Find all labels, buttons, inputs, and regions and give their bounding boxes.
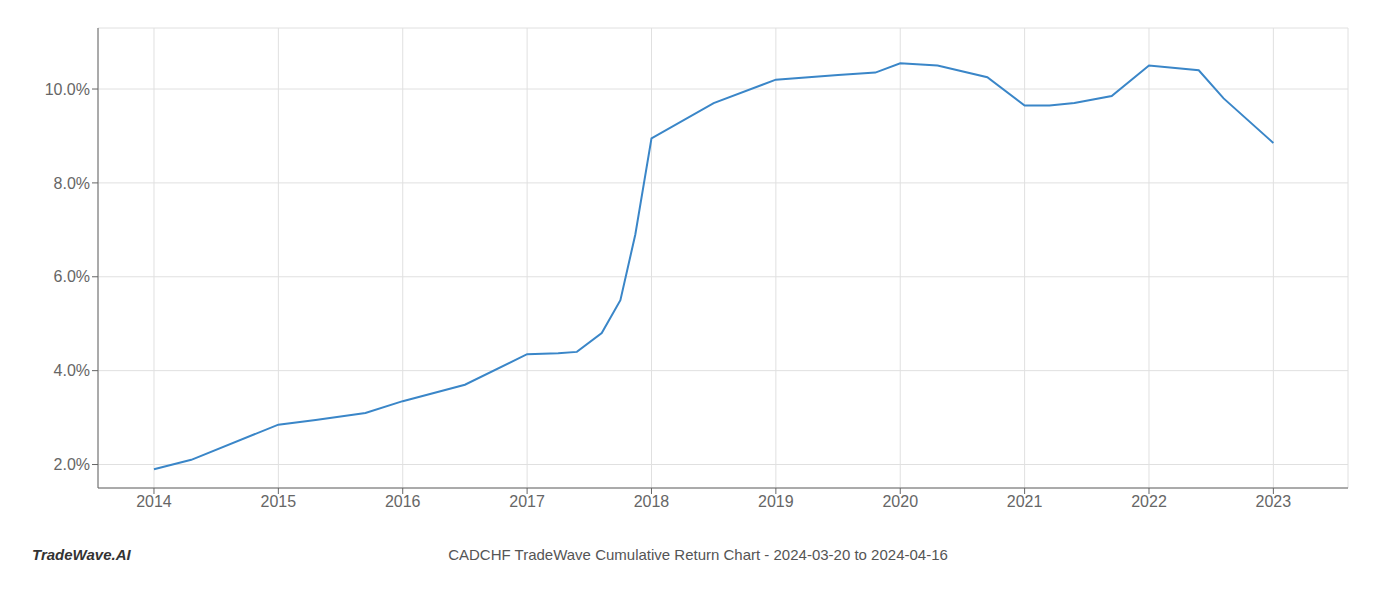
- svg-text:2014: 2014: [136, 493, 172, 510]
- svg-text:10.0%: 10.0%: [45, 81, 90, 98]
- svg-text:2022: 2022: [1131, 493, 1167, 510]
- svg-text:2015: 2015: [261, 493, 297, 510]
- svg-text:2017: 2017: [509, 493, 545, 510]
- svg-text:2021: 2021: [1007, 493, 1043, 510]
- svg-text:2.0%: 2.0%: [54, 456, 90, 473]
- svg-text:8.0%: 8.0%: [54, 175, 90, 192]
- svg-text:2020: 2020: [882, 493, 918, 510]
- svg-text:2019: 2019: [758, 493, 794, 510]
- svg-text:2018: 2018: [634, 493, 670, 510]
- html-text:CADCHF TradeWave Cumulative Re: CADCHF TradeWave Cumulative Return Chart…: [448, 546, 948, 563]
- svg-text:4.0%: 4.0%: [54, 362, 90, 379]
- html-text:TradeWave.AI: TradeWave.AI: [32, 546, 131, 563]
- svg-text:2023: 2023: [1256, 493, 1292, 510]
- svg-text:2016: 2016: [385, 493, 421, 510]
- svg-text:6.0%: 6.0%: [54, 268, 90, 285]
